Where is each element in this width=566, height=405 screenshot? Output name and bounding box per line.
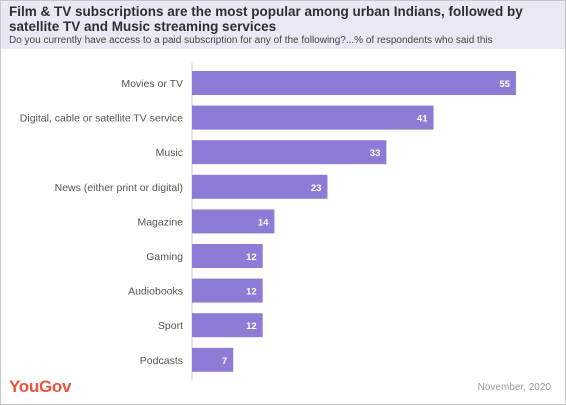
bar-value-label: 41 (417, 114, 428, 125)
chart-title: Film & TV subscriptions are the most pop… (9, 4, 523, 34)
bar (192, 313, 263, 338)
chart-subtitle: Do you currently have access to a paid s… (9, 35, 493, 46)
category-label: Digital, cable or satellite TV service (20, 113, 183, 125)
bar-value-label: 12 (246, 252, 257, 263)
category-label: Magazine (137, 216, 183, 228)
bar (192, 244, 263, 268)
bar (192, 71, 516, 95)
bar-value-label: 7 (222, 356, 227, 367)
bar-value-label: 33 (370, 148, 381, 159)
chart-header: Film & TV subscriptions are the most pop… (1, 1, 565, 49)
yougov-logo: YouGov (9, 377, 72, 396)
category-label: Movies or TV (121, 78, 183, 90)
category-label: News (either print or digital) (55, 182, 183, 194)
category-label: Audiobooks (128, 286, 183, 298)
bar-value-label: 55 (499, 79, 510, 90)
bar-value-label: 14 (258, 217, 269, 228)
bar-value-label: 23 (311, 183, 322, 194)
category-label: Podcasts (140, 355, 183, 367)
bar (192, 140, 387, 165)
bar-value-label: 12 (246, 287, 257, 298)
category-label: Sport (158, 320, 183, 332)
category-label: Music (156, 147, 183, 159)
bar (192, 347, 234, 372)
bar (192, 209, 275, 234)
bar (192, 278, 263, 303)
bar-value-label: 12 (246, 321, 257, 332)
bar (192, 105, 434, 130)
publication-date: November, 2020 (477, 382, 551, 393)
category-label: Gaming (146, 251, 183, 263)
bar (192, 174, 328, 199)
